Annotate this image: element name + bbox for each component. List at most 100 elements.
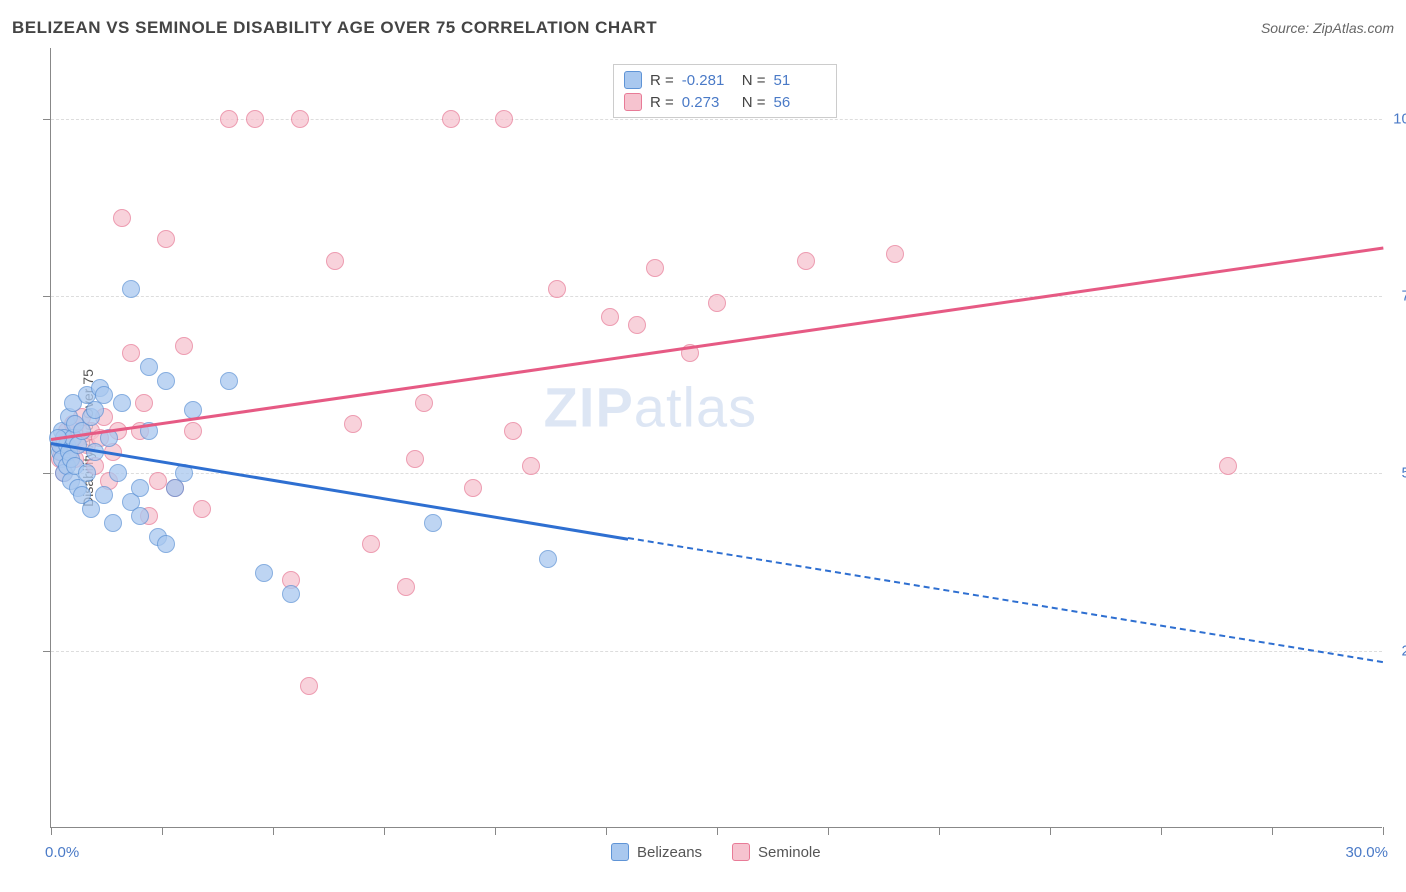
scatter-marker [344,415,362,433]
scatter-marker [131,507,149,525]
scatter-marker [175,337,193,355]
scatter-marker [464,479,482,497]
stat-n-label: N = [742,94,766,111]
legend-swatch [732,843,750,861]
scatter-marker [109,464,127,482]
gridline [51,651,1382,652]
scatter-marker [220,372,238,390]
scatter-marker [122,280,140,298]
scatter-marker [397,578,415,596]
scatter-marker [291,110,309,128]
scatter-marker [442,110,460,128]
scatter-marker [797,252,815,270]
legend-bottom: Belizeans Seminole [611,843,821,861]
x-tick [828,827,829,835]
x-tick [51,827,52,835]
scatter-marker [495,110,513,128]
scatter-marker [95,486,113,504]
scatter-marker [300,677,318,695]
legend-swatch [611,843,629,861]
scatter-marker [601,308,619,326]
scatter-marker [246,110,264,128]
x-tick [717,827,718,835]
scatter-marker [157,230,175,248]
watermark: ZIPatlas [544,374,757,439]
scatter-marker [95,386,113,404]
x-tick [1161,827,1162,835]
x-tick [606,827,607,835]
scatter-marker [122,344,140,362]
scatter-marker [708,294,726,312]
y-tick-label: 50.0% [1389,465,1406,482]
legend-stats-row: R = 0.273 N = 56 [624,91,826,113]
watermark-bold: ZIP [544,375,634,438]
chart-header: BELIZEAN VS SEMINOLE DISABILITY AGE OVER… [12,18,1394,38]
scatter-marker [646,259,664,277]
scatter-marker [220,110,238,128]
scatter-marker [82,500,100,518]
stat-n-value: 56 [774,94,826,111]
scatter-marker [282,585,300,603]
stat-n-label: N = [742,72,766,89]
y-tick-label: 100.0% [1389,110,1406,127]
x-tick [939,827,940,835]
x-tick [162,827,163,835]
scatter-marker [326,252,344,270]
x-tick [1272,827,1273,835]
y-tick-label: 75.0% [1389,288,1406,305]
scatter-marker [140,358,158,376]
scatter-marker [255,564,273,582]
legend-label: Belizeans [637,844,702,861]
scatter-marker [113,209,131,227]
y-tick [43,651,51,652]
y-tick-label: 25.0% [1389,642,1406,659]
legend-stats-box: R = -0.281 N = 51 R = 0.273 N = 56 [613,64,837,118]
stat-r-label: R = [650,72,674,89]
scatter-marker [628,316,646,334]
scatter-marker [193,500,211,518]
trend-line [628,537,1383,663]
scatter-marker [886,245,904,263]
scatter-marker [135,394,153,412]
scatter-marker [539,550,557,568]
plot-area: Disability Age Over 75 ZIPatlas R =-0.28… [50,48,1382,828]
scatter-marker [362,535,380,553]
legend-swatch [624,93,642,111]
stat-r-value: 0.273 [682,94,734,111]
trend-line [51,247,1383,441]
chart-source: Source: ZipAtlas.com [1261,20,1394,36]
chart-container: BELIZEAN VS SEMINOLE DISABILITY AGE OVER… [0,0,1406,892]
x-axis-max-label: 30.0% [1345,844,1388,861]
x-tick [384,827,385,835]
y-tick [43,473,51,474]
scatter-marker [157,535,175,553]
legend-swatch [624,71,642,89]
legend-item: Seminole [732,843,821,861]
scatter-marker [131,479,149,497]
stat-n-value: 51 [774,72,826,89]
scatter-marker [104,514,122,532]
scatter-marker [504,422,522,440]
scatter-marker [1219,457,1237,475]
x-tick [1383,827,1384,835]
chart-title: BELIZEAN VS SEMINOLE DISABILITY AGE OVER… [12,18,657,38]
y-tick [43,119,51,120]
x-axis-min-label: 0.0% [45,844,79,861]
scatter-marker [548,280,566,298]
scatter-marker [415,394,433,412]
scatter-marker [113,394,131,412]
x-tick [495,827,496,835]
legend-stats-row: R = -0.281 N = 51 [624,69,826,91]
scatter-marker [157,372,175,390]
stat-r-value: -0.281 [682,72,734,89]
scatter-marker [522,457,540,475]
x-tick [1050,827,1051,835]
scatter-marker [78,464,96,482]
legend-label: Seminole [758,844,821,861]
scatter-marker [149,472,167,490]
x-tick [273,827,274,835]
scatter-marker [406,450,424,468]
scatter-marker [184,422,202,440]
y-tick [43,296,51,297]
stat-r-label: R = [650,94,674,111]
